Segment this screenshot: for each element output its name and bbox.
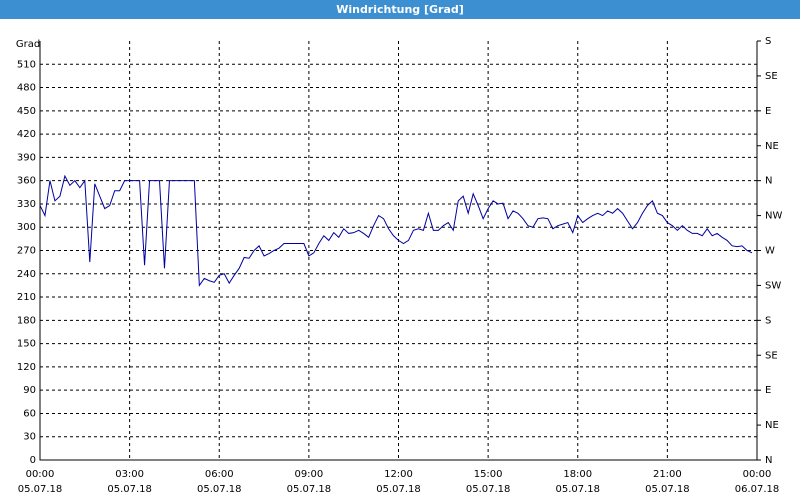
x-tick-label: 06:00 (205, 469, 234, 480)
x-tick-date: 05.07.18 (466, 484, 511, 495)
x-tick-label: 00:00 (743, 469, 772, 480)
plot-frame (39, 41, 758, 461)
x-tick-date: 05.07.18 (555, 484, 600, 495)
y2-tick-label: SE (765, 350, 778, 361)
y-tick-label: 90 (23, 385, 36, 396)
y2-tick-label: W (765, 246, 775, 257)
y-tick-label: 300 (17, 222, 36, 233)
y-tick-label: 150 (17, 339, 36, 350)
y2-tick-label: S (765, 36, 771, 47)
y-tick-label: 330 (17, 199, 36, 210)
y-tick-label: 450 (17, 106, 36, 117)
y-tick-label: 0 (30, 455, 36, 466)
y2-tick-label: S (765, 315, 771, 326)
y-tick-label: 390 (17, 152, 36, 163)
y-tick-label: 480 (17, 83, 36, 94)
y-tick-label: 510 (17, 59, 36, 70)
x-tick-date: 05.07.18 (197, 484, 242, 495)
x-tick-date: 05.07.18 (287, 484, 332, 495)
x-tick-label: 09:00 (294, 469, 323, 480)
y-tick-label: 180 (17, 315, 36, 326)
chart-title: Windrichtung [Grad] (336, 3, 464, 16)
y-tick-label: 270 (17, 246, 36, 257)
data-line (39, 174, 753, 287)
x-tick-date: 05.07.18 (107, 484, 152, 495)
y2-tick-label: N (765, 455, 772, 466)
y2-tick-label: E (765, 385, 771, 396)
x-tick-date: 05.07.18 (18, 484, 63, 495)
x-tick-label: 18:00 (563, 469, 592, 480)
x-tick-date: 05.07.18 (376, 484, 421, 495)
y-tick-label: 30 (23, 432, 36, 443)
y-tick-label: 420 (17, 129, 36, 140)
y-tick-label: 360 (17, 176, 36, 187)
y2-tick-label: SW (765, 280, 781, 291)
y2-tick-label: SE (765, 71, 778, 82)
x-tick-label: 03:00 (115, 469, 144, 480)
y-axis-label: Grad (16, 39, 40, 50)
y-tick-label: 60 (23, 408, 36, 419)
y2-tick-label: NE (765, 141, 779, 152)
x-tick-label: 00:00 (26, 469, 55, 480)
y-tick-label: 120 (17, 362, 36, 373)
x-tick-date: 05.07.18 (645, 484, 690, 495)
y2-tick-label: NE (765, 420, 779, 431)
y-tick-label: 210 (17, 292, 36, 303)
y2-tick-label: N (765, 176, 772, 187)
y-tick-label: 240 (17, 269, 36, 280)
x-tick-label: 12:00 (384, 469, 413, 480)
title-bar (0, 0, 800, 19)
y2-tick-label: E (765, 106, 771, 117)
x-tick-label: 21:00 (653, 469, 682, 480)
x-tick-label: 15:00 (474, 469, 503, 480)
y2-tick-label: NW (765, 211, 782, 222)
x-tick-date: 06.07.18 (735, 484, 780, 495)
